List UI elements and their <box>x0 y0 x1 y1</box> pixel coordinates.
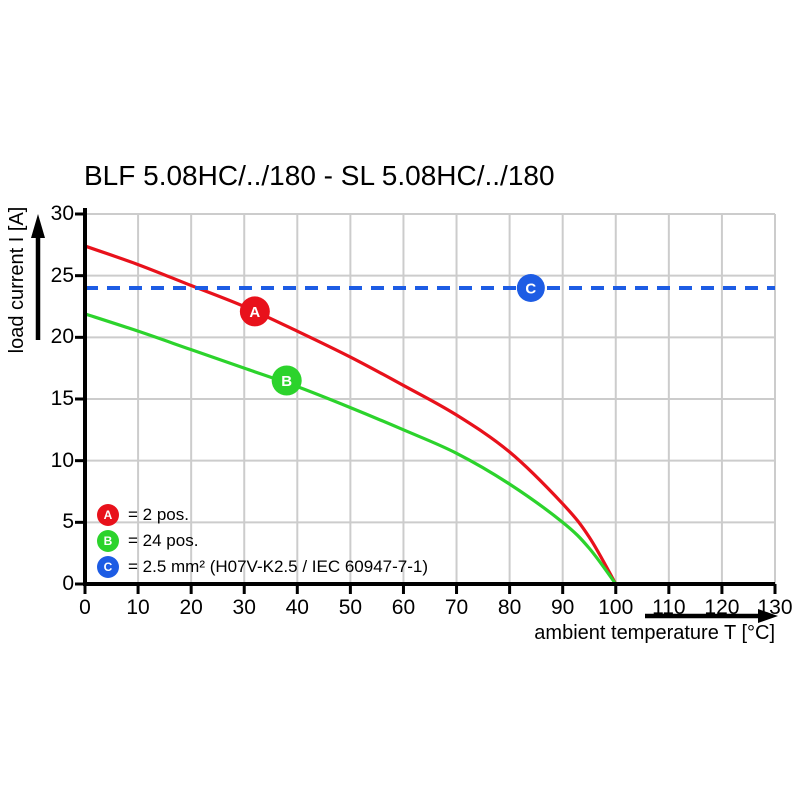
x-tick-label: 90 <box>551 596 575 619</box>
marker-b-letter: B <box>281 373 292 390</box>
x-tick-label: 100 <box>598 596 634 619</box>
series-a-label: = 2 pos. <box>128 505 189 524</box>
x-tick-label: 70 <box>444 596 469 619</box>
x-tick-label: 20 <box>179 596 203 619</box>
x-tick-label: 110 <box>652 596 686 619</box>
curve-a <box>83 244 618 586</box>
series-a-badge-icon: A <box>97 504 119 526</box>
series-c-badge-icon: C <box>97 556 119 578</box>
legend-row-a: A = 2 pos. <box>97 503 428 527</box>
marker-b-badge-icon <box>271 365 302 396</box>
y-tick-label: 5 <box>62 510 74 534</box>
x-tick-label: 0 <box>79 596 91 619</box>
y-tick-label: 10 <box>50 448 74 472</box>
legend-row-c: C = 2.5 mm² (H07V-K2.5 / IEC 60947-7-1) <box>97 555 428 579</box>
legend: A = 2 pos. B = 24 pos. C = 2.5 mm² (H07V… <box>97 503 428 581</box>
x-axis-arrow-head-icon <box>758 609 778 623</box>
x-tick-label: 10 <box>126 596 150 619</box>
legend-row-b: B = 24 pos. <box>97 529 428 553</box>
y-tick-label: 15 <box>50 387 74 410</box>
x-tick-label: 40 <box>285 596 309 619</box>
chart-title: BLF 5.08HC/../180 - SL 5.08HC/../180 <box>84 160 555 191</box>
x-tick-label: 60 <box>391 596 416 619</box>
x-axis-label: ambient temperature T [°C] <box>534 622 775 644</box>
y-axis-arrow-head-icon <box>31 214 45 238</box>
series-c-label: = 2.5 mm² (H07V-K2.5 / IEC 60947-7-1) <box>128 557 428 576</box>
series-b-label: = 24 pos. <box>128 531 199 550</box>
x-tick-label: 120 <box>704 596 740 619</box>
y-tick-label: 25 <box>50 263 74 287</box>
x-tick-label: 30 <box>232 596 256 619</box>
y-tick-label: 20 <box>50 325 74 349</box>
marker-a-letter: A <box>249 304 260 321</box>
series-b-letter: B <box>103 534 113 548</box>
y-tick-label: 0 <box>62 572 74 595</box>
x-tick-label: 50 <box>338 596 363 619</box>
marker-c-badge-icon <box>516 274 545 302</box>
y-tick-label: 30 <box>50 202 74 225</box>
series-c-letter: C <box>103 560 113 574</box>
marker-c-letter: C <box>525 281 536 298</box>
series-a-letter: A <box>103 508 113 522</box>
x-tick-label: 130 <box>757 596 793 619</box>
x-tick-label: 80 <box>497 596 522 619</box>
curve-b <box>83 312 618 586</box>
marker-a-badge-icon <box>239 296 270 327</box>
series-b-badge-icon: B <box>97 530 119 552</box>
